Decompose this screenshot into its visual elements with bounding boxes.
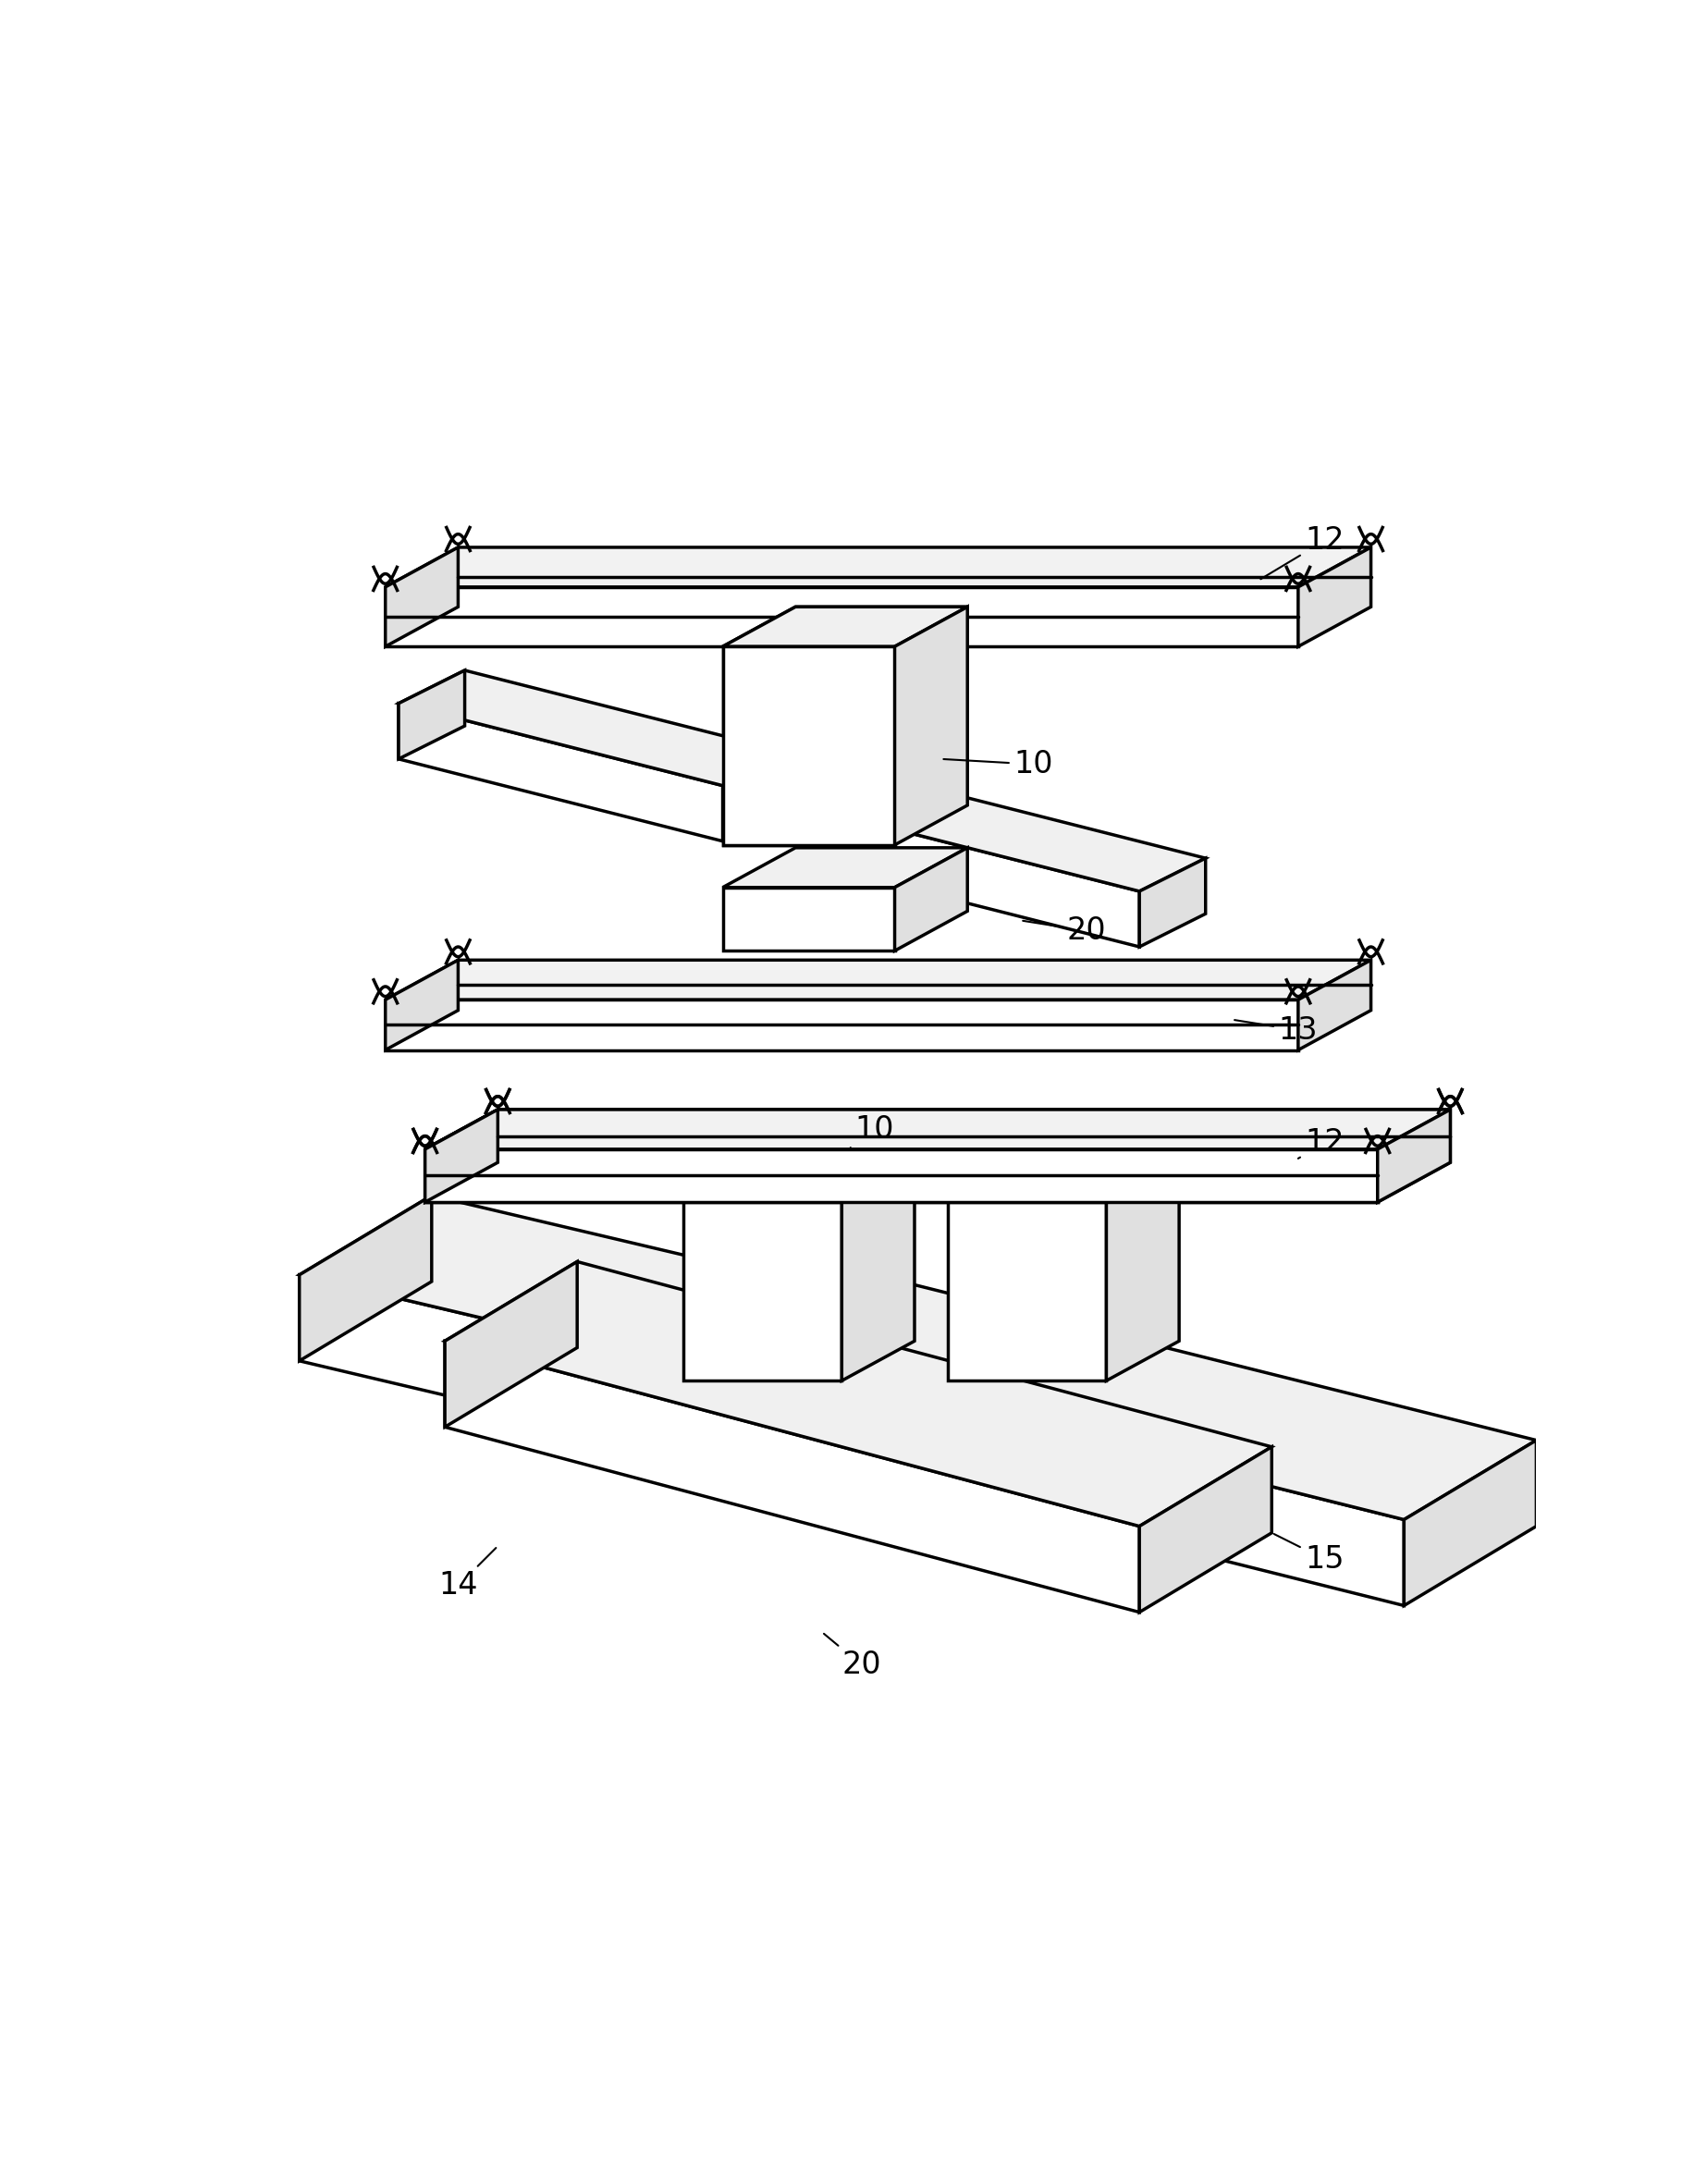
Polygon shape: [1297, 961, 1371, 1051]
Polygon shape: [1139, 1446, 1272, 1612]
Text: 20: 20: [824, 1634, 881, 1679]
Polygon shape: [386, 961, 1371, 1000]
Polygon shape: [399, 703, 722, 841]
Polygon shape: [894, 607, 968, 845]
Polygon shape: [386, 548, 457, 646]
Polygon shape: [446, 1341, 1139, 1612]
Polygon shape: [722, 607, 968, 646]
Text: 12: 12: [1297, 1127, 1345, 1158]
Polygon shape: [1106, 1162, 1180, 1380]
Polygon shape: [446, 1262, 577, 1426]
Polygon shape: [425, 1109, 498, 1201]
Polygon shape: [425, 1149, 1378, 1201]
Polygon shape: [1139, 858, 1205, 948]
Polygon shape: [894, 797, 1205, 891]
Polygon shape: [722, 887, 894, 950]
Polygon shape: [947, 1201, 1106, 1380]
Polygon shape: [299, 1195, 432, 1361]
Text: 14: 14: [439, 1548, 497, 1601]
Polygon shape: [947, 1162, 1180, 1201]
Polygon shape: [722, 847, 968, 887]
Text: 20: 20: [1022, 915, 1106, 946]
Polygon shape: [722, 607, 968, 646]
Polygon shape: [425, 1149, 1378, 1201]
Polygon shape: [894, 847, 968, 950]
Polygon shape: [399, 670, 789, 786]
Polygon shape: [1403, 1439, 1536, 1605]
Polygon shape: [299, 1275, 1139, 1559]
Polygon shape: [1378, 1109, 1451, 1201]
Text: 10: 10: [944, 749, 1053, 780]
Polygon shape: [842, 1162, 915, 1380]
Polygon shape: [662, 1256, 795, 1420]
Polygon shape: [299, 1195, 1272, 1474]
Polygon shape: [425, 1109, 1451, 1149]
Text: 13: 13: [1234, 1016, 1318, 1046]
Polygon shape: [446, 1262, 1272, 1527]
Polygon shape: [683, 1201, 842, 1380]
Polygon shape: [399, 670, 464, 760]
Polygon shape: [386, 961, 457, 1051]
Polygon shape: [425, 1109, 1451, 1149]
Text: 15: 15: [1273, 1533, 1345, 1575]
Polygon shape: [1297, 548, 1371, 646]
Polygon shape: [662, 1256, 1536, 1520]
Text: 12: 12: [1261, 526, 1345, 579]
Polygon shape: [425, 1109, 498, 1201]
Text: 10: 10: [850, 1114, 894, 1147]
Polygon shape: [894, 607, 968, 845]
Polygon shape: [386, 1000, 1297, 1051]
Polygon shape: [662, 1334, 1403, 1605]
Polygon shape: [386, 587, 1297, 646]
Polygon shape: [722, 646, 894, 845]
Polygon shape: [1139, 1393, 1272, 1559]
Polygon shape: [683, 1162, 915, 1201]
Polygon shape: [1378, 1109, 1451, 1201]
Polygon shape: [722, 646, 894, 845]
Polygon shape: [386, 548, 1371, 587]
Polygon shape: [894, 830, 1139, 948]
